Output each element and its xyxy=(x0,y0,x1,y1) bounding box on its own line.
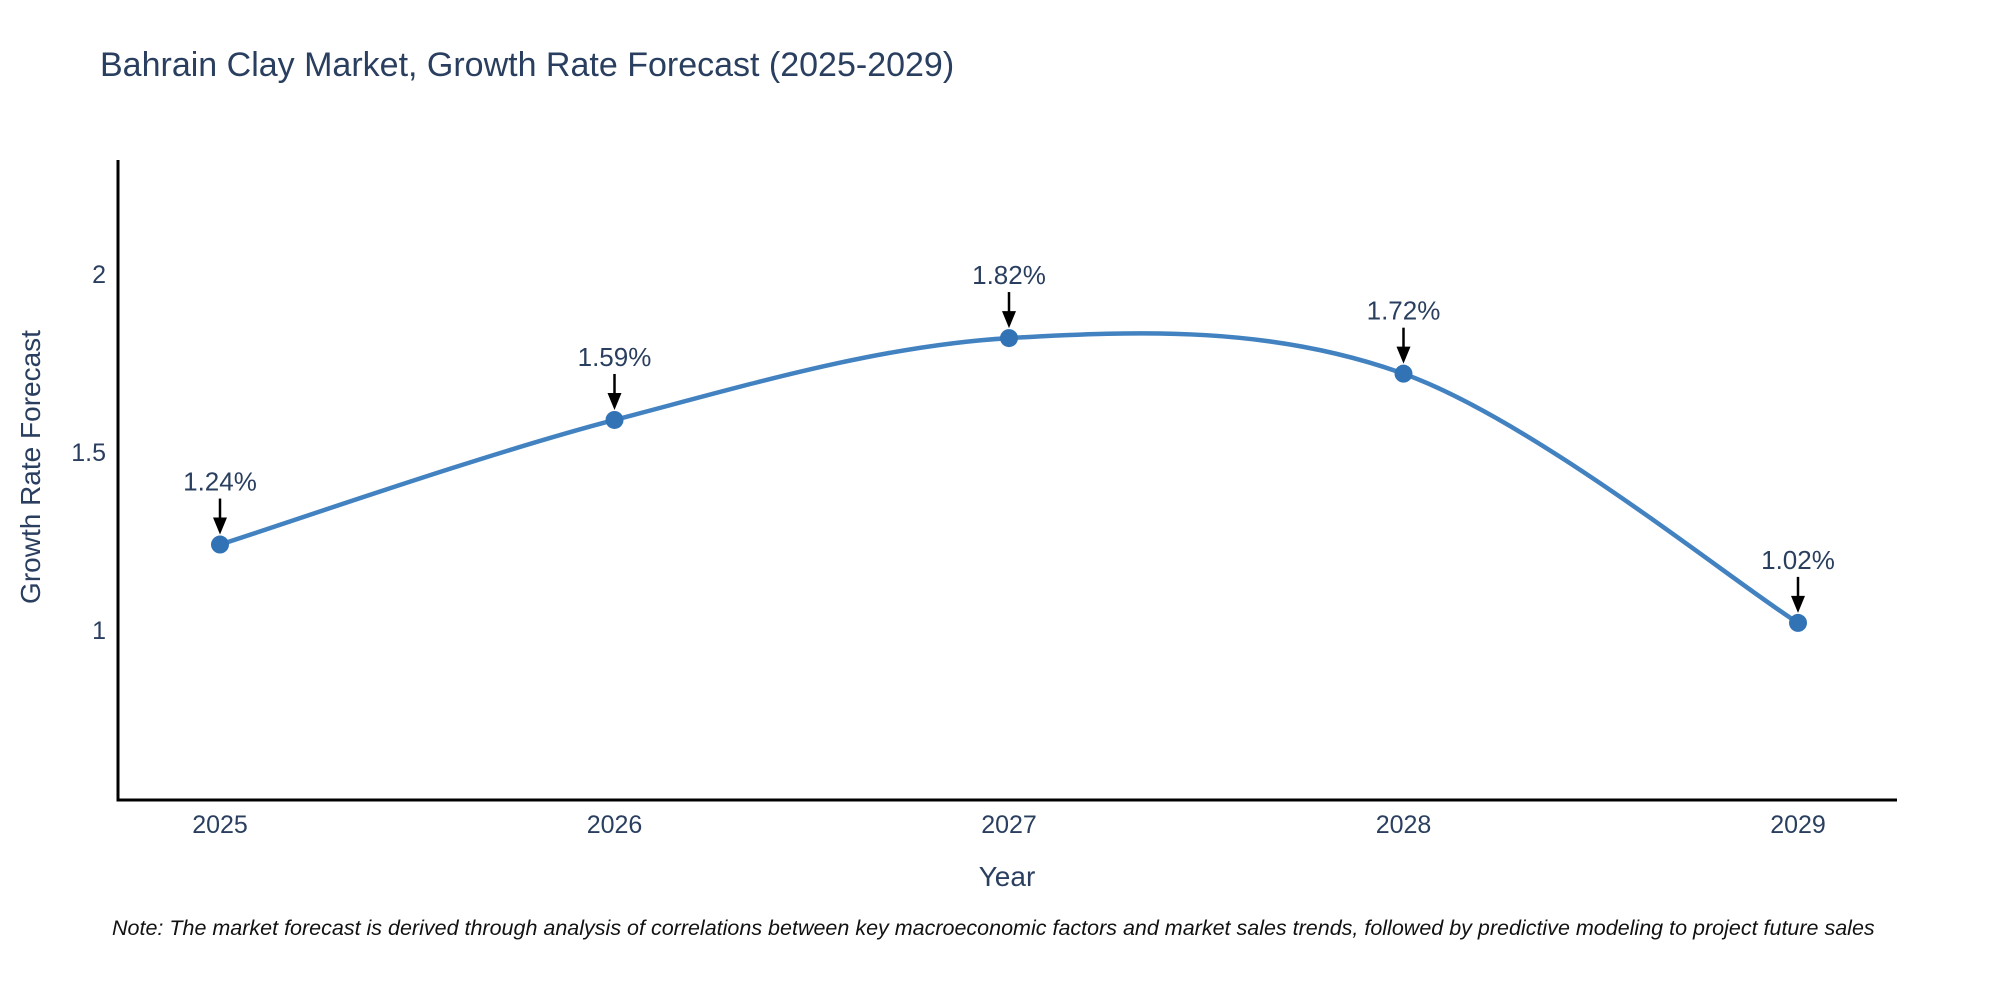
y-tick-label-1: 1 xyxy=(92,617,106,645)
annotation-arrowhead-icon xyxy=(1002,311,1016,329)
annotation-arrowhead-icon xyxy=(1396,346,1411,364)
chart-title: Bahrain Clay Market, Growth Rate Forecas… xyxy=(100,46,955,84)
y-tick-label-2: 2 xyxy=(92,261,106,289)
annotation-2026: 1.59% xyxy=(578,342,652,410)
data-point-marker-2026 xyxy=(605,410,624,429)
annotation-label: 1.24% xyxy=(183,467,257,497)
y-axis-title: Growth Rate Forecast xyxy=(15,330,46,604)
y-tick-label-1.5: 1.5 xyxy=(71,439,106,467)
annotation-label: 1.59% xyxy=(578,342,652,372)
forecast-line xyxy=(217,331,1801,626)
x-tick-label-2028: 2028 xyxy=(1376,811,1432,839)
x-tick-label-2027: 2027 xyxy=(981,811,1037,839)
axis-lines xyxy=(116,160,1897,802)
annotation-arrowhead-icon xyxy=(1791,595,1805,613)
annotation-2027: 1.82% xyxy=(972,260,1046,329)
data-point-marker-2028 xyxy=(1394,364,1413,383)
data-point-marker-2025 xyxy=(211,535,229,554)
x-tick-label-2026: 2026 xyxy=(587,811,643,839)
annotation-label: 1.02% xyxy=(1761,545,1835,575)
annotation-arrowhead-icon xyxy=(213,517,227,535)
annotation-label: 1.72% xyxy=(1367,296,1441,326)
x-tick-label-2029: 2029 xyxy=(1770,811,1826,839)
annotation-2029: 1.02% xyxy=(1761,545,1835,613)
annotation-label: 1.82% xyxy=(972,260,1046,290)
annotation-2028: 1.72% xyxy=(1367,296,1441,364)
annotation-2025: 1.24% xyxy=(183,467,257,535)
footnote: Note: The market forecast is derived thr… xyxy=(112,916,1875,940)
data-point-marker-2029 xyxy=(1789,613,1807,632)
x-axis-title: Year xyxy=(979,861,1036,892)
x-tick-label-2025: 2025 xyxy=(192,811,248,839)
data-point-marker-2027 xyxy=(1000,329,1018,348)
annotation-arrowhead-icon xyxy=(607,392,622,410)
